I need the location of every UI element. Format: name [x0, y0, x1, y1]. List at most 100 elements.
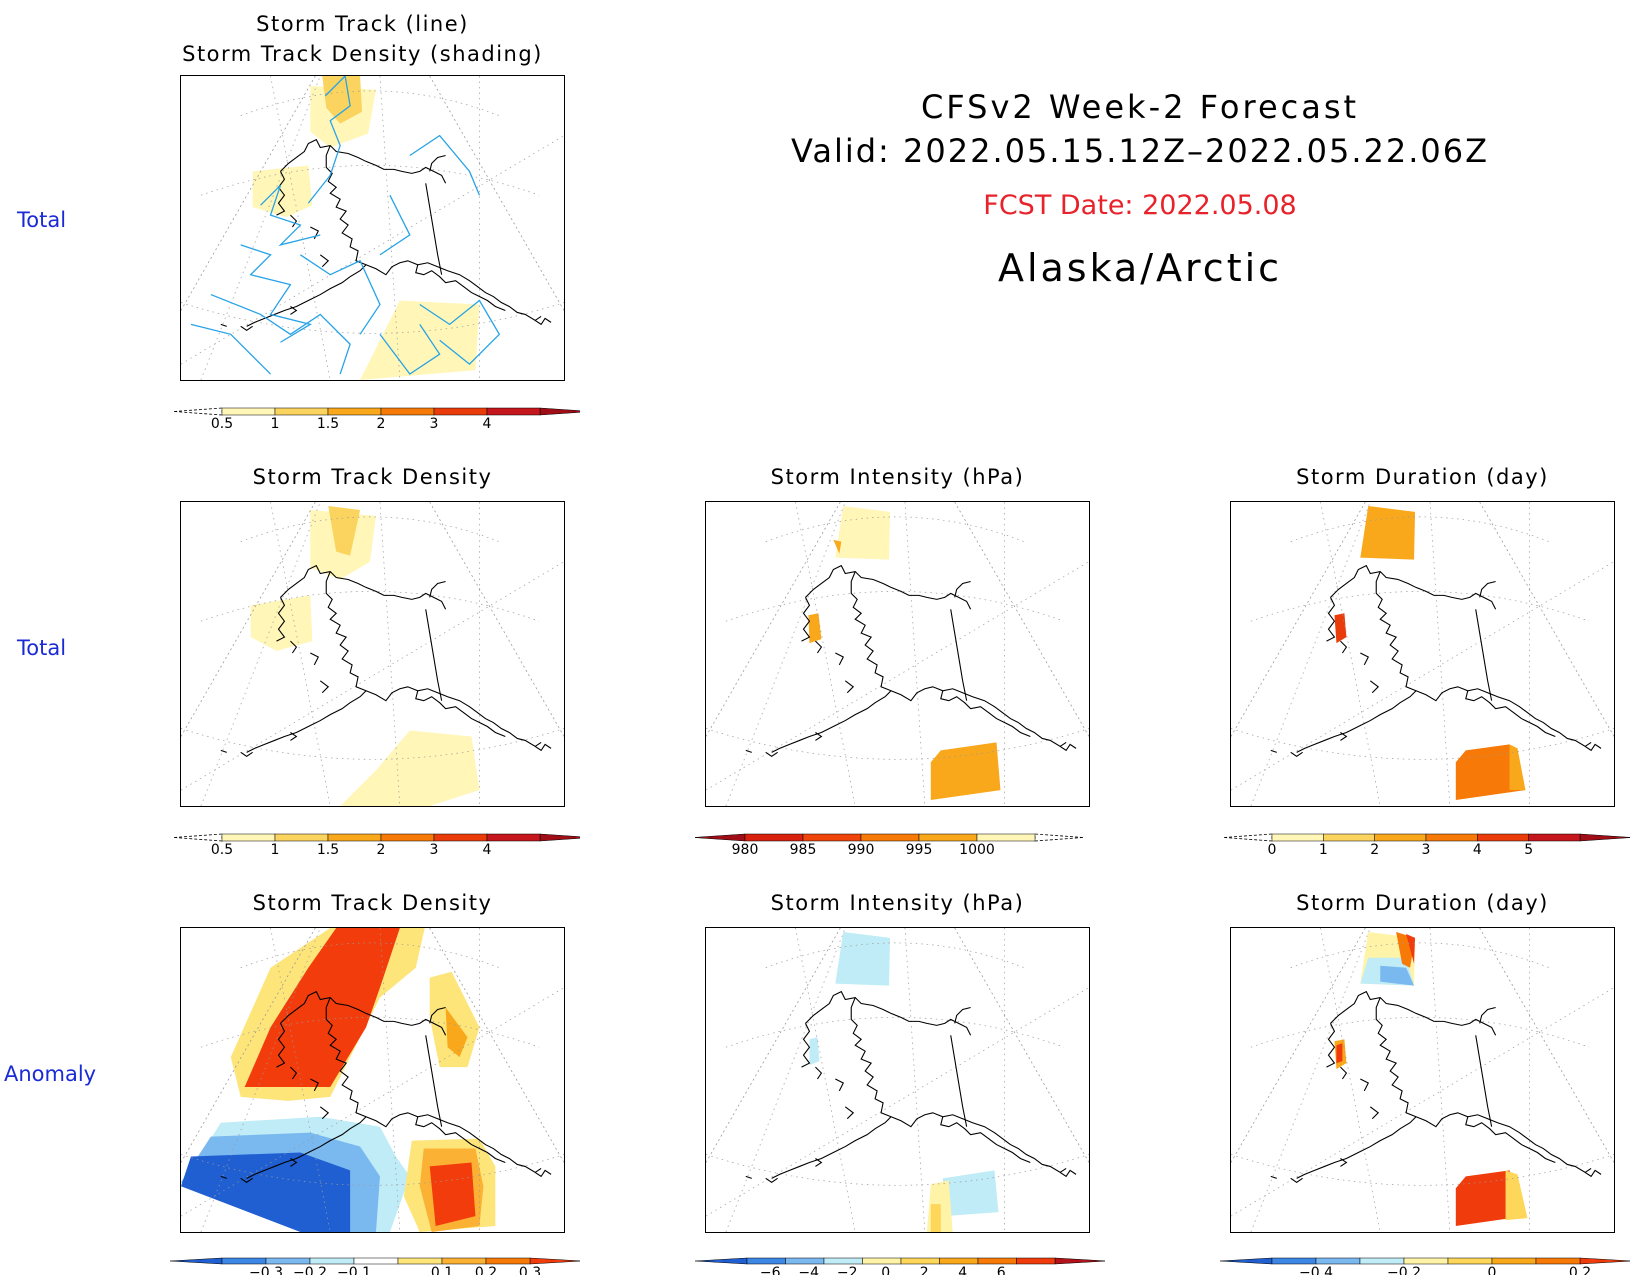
colorbar-tick-label: 2 [920, 1265, 929, 1275]
colorbar-density: 0.5 1 1.5 2 3 4 [173, 833, 580, 858]
panel-title-si-anom: Storm Intensity (hPa) [770, 891, 1025, 915]
colorbar-tick-label: −0.1 [337, 1265, 371, 1275]
colorbar-intensity: 980 985 990 995 1000 [695, 833, 1084, 858]
map-track-density-anomaly [180, 927, 565, 1233]
panel-title-sd-total: Storm Duration (day) [1296, 465, 1549, 489]
colorbar-swatch [802, 833, 862, 842]
colorbar-tick-label: −2 [837, 1265, 858, 1275]
colorbar-swatch [397, 1257, 443, 1265]
storm-track-line [300, 254, 381, 335]
shaded-region [1505, 1170, 1528, 1221]
colorbar-swatch [1535, 1257, 1581, 1265]
colorbar-swatch [862, 1257, 902, 1265]
row-label-anomaly: Anomaly [4, 1062, 97, 1086]
shaded-region [833, 539, 842, 554]
shaded-region [1360, 505, 1416, 560]
shaded-region [250, 595, 313, 652]
shaded-region [429, 1162, 476, 1227]
shaded-region [181, 1152, 351, 1232]
storm-track-line [409, 134, 481, 196]
shaded-region [930, 742, 1001, 801]
panel-title-storm-track: Storm Track (line) [256, 12, 469, 36]
colorbar-tick-label: 4 [483, 842, 492, 858]
colorbar-tick-label: 1 [1319, 842, 1328, 858]
colorbar-swatch [274, 833, 329, 842]
storm-track-line [210, 293, 351, 375]
colorbar-swatch [1359, 1257, 1405, 1265]
map-intensity-anomaly [705, 927, 1090, 1233]
colorbar-density-top: 0.5 1 1.5 2 3 4 [173, 407, 580, 432]
colorbar-end [170, 1257, 223, 1265]
map-storm-track [180, 75, 565, 381]
colorbar-tick-label: 1 [271, 416, 280, 432]
colorbar-swatch [433, 833, 488, 842]
panel-title-sd-anom: Storm Duration (day) [1296, 891, 1549, 915]
colorbar-swatch [1323, 833, 1375, 842]
colorbar-swatch [900, 1257, 940, 1265]
shaded-region [1380, 965, 1415, 986]
shaded-region [835, 505, 891, 560]
colorbar-swatch [1528, 833, 1581, 842]
shaded-region [340, 730, 480, 806]
colorbar-swatch [441, 1257, 487, 1265]
colorbar-swatch [746, 1257, 786, 1265]
colorbar-anomaly-intensity: −6 −4 −2 0 2 4 6 [695, 1257, 1105, 1275]
shaded-region [244, 928, 400, 1087]
colorbar-swatch [221, 1257, 267, 1265]
density-region [252, 165, 313, 218]
colorbar-tick-label: 2 [1370, 842, 1379, 858]
colorbar-tick-label: 0 [1488, 1265, 1497, 1275]
colorbar-swatch [486, 833, 541, 842]
colorbar-tick-label: 1.5 [317, 842, 339, 858]
colorbar-swatch [1477, 833, 1529, 842]
colorbar-tick-label: 1000 [959, 842, 995, 858]
colorbar-swatch [744, 833, 804, 842]
colorbar-swatch [221, 833, 276, 842]
colorbar-tick-label: −6 [760, 1265, 781, 1275]
colorbar-tick-label: 0.5 [211, 842, 233, 858]
header-region: Alaska/Arctic [997, 246, 1283, 290]
colorbar-tick-label: 3 [430, 842, 439, 858]
shaded-region [809, 1037, 820, 1066]
colorbar-tick-label: 2 [377, 842, 386, 858]
shaded-region [1334, 613, 1347, 644]
colorbar-tick-label: 0.2 [1569, 1265, 1591, 1275]
colorbar-swatch [1491, 1257, 1537, 1265]
map-intensity-total [705, 501, 1090, 807]
colorbar-swatch [1016, 1257, 1056, 1265]
shaded-region [808, 613, 822, 644]
colorbar-swatch [309, 1257, 355, 1265]
colorbar-tick-label: 0.1 [431, 1265, 453, 1275]
storm-track-line [190, 323, 271, 375]
storm-track-line [260, 184, 321, 247]
colorbar-tick-label: 4 [1473, 842, 1482, 858]
colorbar-end [539, 833, 580, 842]
colorbar-tick-label: −0.2 [1387, 1265, 1421, 1275]
colorbar-tick-label: 6 [997, 1265, 1006, 1275]
colorbar-swatch [353, 1257, 399, 1265]
header-line1: CFSv2 Week-2 Forecast [920, 88, 1360, 126]
colorbar-tick-label: 3 [1422, 842, 1431, 858]
storm-track-line [307, 76, 351, 204]
colorbar-tick-label: 2 [377, 416, 386, 432]
colorbar-swatch [486, 407, 541, 416]
shaded-region [1336, 1043, 1343, 1064]
colorbar-tick-label: 1.5 [317, 416, 339, 432]
colorbar-swatch [327, 833, 382, 842]
colorbar-tick-label: 0 [1268, 842, 1277, 858]
colorbar-swatch [860, 833, 920, 842]
colorbar-swatch [939, 1257, 979, 1265]
panel-title-storm-track-density-shading: Storm Track Density (shading) [182, 42, 543, 66]
colorbar-end [539, 407, 580, 416]
colorbar-end [695, 1257, 748, 1265]
shaded-region [1455, 744, 1526, 801]
colorbar-swatch [265, 1257, 311, 1265]
colorbar-anomaly-duration: −0.4−0.200.20.4 [1220, 1257, 1630, 1275]
colorbar-tick-label: −0.4 [1299, 1265, 1333, 1275]
map-duration-anomaly [1230, 927, 1615, 1233]
shaded-region [429, 971, 480, 1068]
header-fcst-date: FCST Date: 2022.05.08 [983, 190, 1297, 221]
panel-title-si-total: Storm Intensity (hPa) [770, 465, 1025, 489]
colorbar-swatch [1447, 1257, 1493, 1265]
colorbar-end [695, 833, 746, 842]
